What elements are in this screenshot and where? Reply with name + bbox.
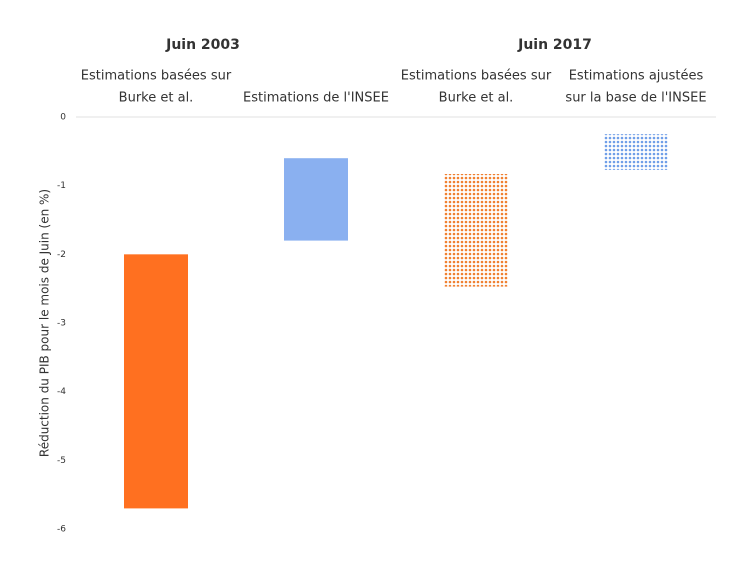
x-category-label: Estimations de l'INSEE	[243, 91, 389, 106]
y-tick-label: -4	[57, 387, 66, 397]
x-category-label: Estimations basées sur	[81, 69, 232, 84]
y-tick-label: -2	[57, 250, 66, 260]
bar	[124, 254, 188, 509]
x-category-label: Burke et al.	[439, 91, 514, 106]
y-tick-label: -1	[57, 181, 66, 191]
y-axis-title: Réduction du PIB pour le mois de Juin (e…	[38, 189, 52, 457]
x-category-label: Estimations basées sur	[401, 69, 552, 84]
bar	[284, 158, 348, 241]
y-tick-label: -5	[57, 456, 66, 466]
bar	[444, 173, 508, 287]
x-category-label: sur la base de l'INSEE	[565, 91, 706, 106]
bar	[604, 134, 668, 170]
x-category-label: Estimations ajustées	[569, 69, 704, 84]
y-tick-label: -3	[57, 319, 66, 329]
group-label: Juin 2003	[165, 37, 240, 53]
group-label: Juin 2017	[517, 37, 592, 53]
y-tick-label: -6	[57, 525, 66, 535]
y-tick-label: 0	[60, 113, 66, 123]
x-category-label: Burke et al.	[119, 91, 194, 106]
